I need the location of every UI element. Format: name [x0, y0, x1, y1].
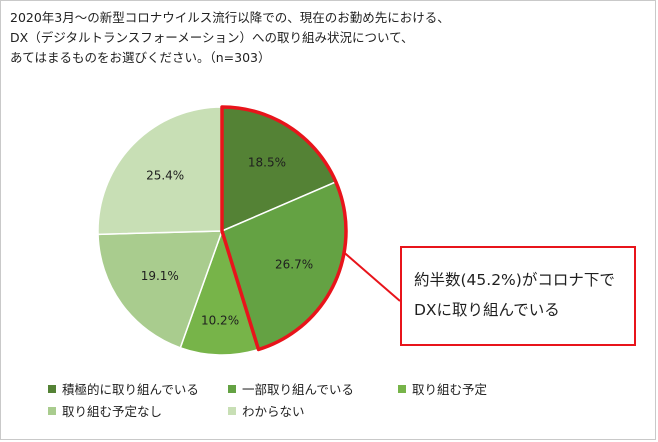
- legend-item: 取り組む予定なし: [48, 401, 162, 420]
- callout-line-2: DXに取り組んでいる: [414, 301, 560, 319]
- legend-label: 一部取り組んでいる: [242, 382, 354, 397]
- slice-not-planned-label: 19.1%: [141, 269, 179, 283]
- legend-item: 積極的に取り組んでいる: [48, 379, 199, 398]
- slice-planned-label: 10.2%: [201, 313, 239, 327]
- legend-label: 取り組む予定なし: [62, 404, 163, 419]
- legend-swatch: [228, 384, 236, 393]
- survey-question: 2020年3月～の新型コロナウイルス流行以降での、現在のお勤め先における、 DX…: [10, 8, 630, 68]
- legend-swatch: [48, 406, 56, 415]
- highlight-outline: [220, 105, 348, 352]
- legend-item: 一部取り組んでいる: [228, 379, 354, 398]
- question-line-2: DX（デジタルトランスフォーメーション）への取り組み状況について、: [10, 30, 414, 45]
- callout-line-1: 約半数(45.2%)がコロナ下で: [414, 271, 615, 289]
- slice-partial-label: 26.7%: [275, 257, 313, 271]
- legend-label: 取り組む予定: [412, 382, 488, 397]
- slice-unknown: [97, 106, 223, 236]
- callout-box: 約半数(45.2%)がコロナ下で DXに取り組んでいる: [400, 246, 636, 346]
- legend-item: 取り組む予定: [398, 379, 487, 398]
- slice-unknown-label: 25.4%: [146, 169, 184, 183]
- slice-not-planned: [97, 230, 224, 349]
- legend-swatch: [228, 406, 236, 415]
- legend-swatch: [48, 384, 56, 393]
- legend-swatch: [398, 384, 406, 393]
- question-line-1: 2020年3月～の新型コロナウイルス流行以降での、現在のお勤め先における、: [10, 10, 450, 25]
- legend-label: 積極的に取り組んでいる: [62, 382, 199, 397]
- slice-proactive-label: 18.5%: [248, 156, 286, 170]
- legend-item: わからない: [228, 401, 305, 420]
- legend-label: わからない: [242, 404, 305, 419]
- callout-connector-line: [343, 251, 401, 302]
- question-line-3: あてはまるものをお選びください。（n=303）: [10, 50, 271, 65]
